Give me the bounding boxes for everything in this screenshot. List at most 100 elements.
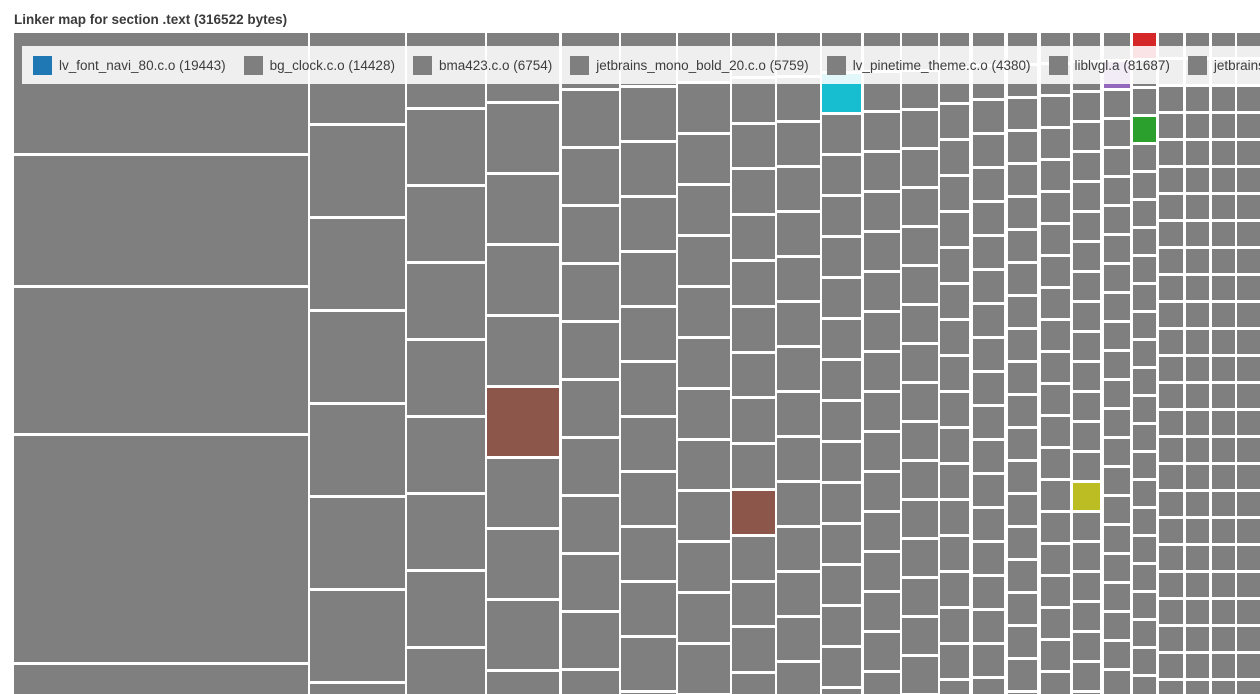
- treemap-cell[interactable]: [1041, 609, 1070, 638]
- treemap-cell[interactable]: [1186, 357, 1209, 381]
- treemap-cell[interactable]: [1212, 681, 1235, 694]
- treemap-cell[interactable]: [973, 271, 1004, 302]
- treemap-cell[interactable]: [407, 264, 485, 338]
- treemap-cell[interactable]: [1212, 195, 1235, 219]
- treemap-cell[interactable]: [864, 393, 900, 430]
- treemap-cell[interactable]: [1133, 145, 1156, 170]
- treemap-cell[interactable]: [562, 613, 619, 668]
- treemap-cell[interactable]: [732, 262, 775, 305]
- treemap-cell[interactable]: [678, 186, 730, 234]
- treemap-cell[interactable]: [1008, 330, 1037, 360]
- treemap-cell[interactable]: [940, 249, 969, 282]
- treemap-cell[interactable]: [1041, 577, 1070, 606]
- treemap-cell[interactable]: [902, 384, 938, 420]
- treemap-cell[interactable]: [777, 168, 820, 210]
- treemap-cell[interactable]: [940, 177, 969, 210]
- treemap-cell[interactable]: [310, 126, 405, 216]
- treemap-cell[interactable]: [1159, 357, 1183, 381]
- treemap-cell[interactable]: [1212, 384, 1235, 408]
- treemap-cell[interactable]: [1186, 681, 1209, 694]
- treemap-cell[interactable]: [1008, 231, 1037, 261]
- treemap-cell[interactable]: [822, 648, 861, 686]
- treemap-cell[interactable]: [1237, 114, 1260, 138]
- treemap-cell[interactable]: [310, 591, 405, 681]
- treemap-cell[interactable]: [1186, 141, 1209, 165]
- treemap-cell[interactable]: [621, 88, 676, 140]
- treemap-cell[interactable]: [1073, 573, 1100, 600]
- treemap-cell[interactable]: [407, 572, 485, 646]
- treemap-cell[interactable]: [562, 439, 619, 494]
- treemap-cell[interactable]: [1008, 528, 1037, 558]
- treemap-cell[interactable]: [902, 579, 938, 615]
- treemap-cell[interactable]: [1041, 161, 1070, 190]
- treemap-cell[interactable]: [678, 84, 730, 132]
- treemap-cell[interactable]: [1104, 555, 1130, 581]
- treemap-cell[interactable]: [902, 150, 938, 186]
- treemap-cell[interactable]: [777, 393, 820, 435]
- treemap-cell[interactable]: [822, 525, 861, 563]
- treemap-cell[interactable]: [1237, 519, 1260, 543]
- treemap-cell[interactable]: [777, 528, 820, 570]
- treemap-cell[interactable]: [777, 258, 820, 300]
- treemap-cell[interactable]: [1159, 546, 1183, 570]
- treemap-cell[interactable]: [1186, 465, 1209, 489]
- treemap-cell[interactable]: [864, 193, 900, 230]
- treemap-cell[interactable]: [1133, 369, 1156, 394]
- treemap-cell[interactable]: [973, 203, 1004, 234]
- treemap-cell[interactable]: [14, 156, 308, 285]
- treemap-cell[interactable]: [621, 418, 676, 470]
- treemap-cell[interactable]: [1237, 600, 1260, 624]
- treemap-cell[interactable]: [1237, 195, 1260, 219]
- treemap-cell[interactable]: [822, 156, 861, 194]
- treemap-cell[interactable]: [1159, 627, 1183, 651]
- treemap-cell[interactable]: [1186, 222, 1209, 246]
- treemap-cell[interactable]: [940, 573, 969, 606]
- treemap-cell[interactable]: [822, 484, 861, 522]
- treemap-cell[interactable]: [1237, 87, 1260, 111]
- treemap-cell[interactable]: [973, 441, 1004, 472]
- treemap-cell[interactable]: [621, 308, 676, 360]
- treemap-cell[interactable]: [487, 317, 559, 385]
- treemap-cell[interactable]: [864, 473, 900, 510]
- treemap-cell-highlight[interactable]: [732, 491, 775, 534]
- treemap-cell[interactable]: [1237, 492, 1260, 516]
- treemap-cell[interactable]: [621, 363, 676, 415]
- treemap-cell[interactable]: [407, 110, 485, 184]
- treemap-cell[interactable]: [1073, 273, 1100, 300]
- treemap-cell[interactable]: [1073, 243, 1100, 270]
- treemap-cell[interactable]: [1212, 330, 1235, 354]
- treemap-cell[interactable]: [1104, 671, 1130, 694]
- treemap-cell[interactable]: [1159, 168, 1183, 192]
- treemap-cell[interactable]: [1237, 357, 1260, 381]
- treemap-cell[interactable]: [1104, 613, 1130, 639]
- treemap-cell[interactable]: [902, 306, 938, 342]
- treemap-cell[interactable]: [732, 674, 775, 694]
- treemap-cell[interactable]: [902, 189, 938, 225]
- treemap-cell[interactable]: [1008, 264, 1037, 294]
- treemap-cell[interactable]: [1073, 123, 1100, 150]
- treemap-cell[interactable]: [1041, 513, 1070, 542]
- treemap-cell[interactable]: [621, 253, 676, 305]
- treemap-cell[interactable]: [1237, 546, 1260, 570]
- treemap-cell[interactable]: [1104, 294, 1130, 320]
- treemap-cell[interactable]: [1212, 654, 1235, 678]
- treemap-cell[interactable]: [973, 509, 1004, 540]
- treemap-cell[interactable]: [1008, 660, 1037, 690]
- treemap-cell[interactable]: [487, 175, 559, 243]
- treemap-cell[interactable]: [1159, 600, 1183, 624]
- treemap-cell[interactable]: [1041, 449, 1070, 478]
- treemap-cell[interactable]: [487, 104, 559, 172]
- treemap-cell[interactable]: [1186, 249, 1209, 273]
- treemap-cell[interactable]: [1104, 120, 1130, 146]
- treemap-cell[interactable]: [678, 441, 730, 489]
- treemap-cell[interactable]: [1041, 673, 1070, 694]
- treemap-cell[interactable]: [1237, 573, 1260, 597]
- treemap-cell[interactable]: [1041, 545, 1070, 574]
- treemap-cell[interactable]: [310, 498, 405, 588]
- treemap-cell[interactable]: [1073, 93, 1100, 120]
- treemap-cell[interactable]: [310, 684, 405, 694]
- treemap-cell[interactable]: [1212, 141, 1235, 165]
- treemap-cell[interactable]: [1104, 584, 1130, 610]
- treemap-cell[interactable]: [864, 633, 900, 670]
- treemap-cell[interactable]: [1237, 681, 1260, 694]
